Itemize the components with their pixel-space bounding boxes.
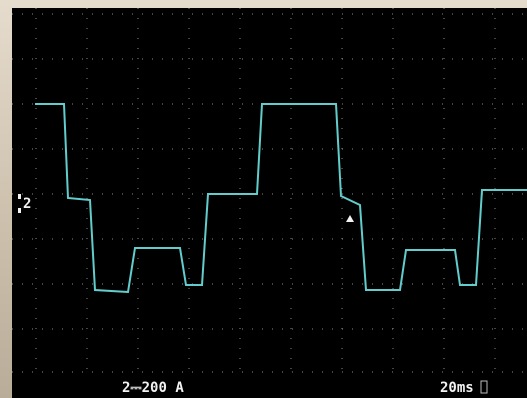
trigger-marker [346, 215, 354, 222]
trigger-icon [480, 380, 488, 394]
channel-bar [18, 194, 21, 199]
screen [12, 8, 527, 398]
channel-marker: 2 [23, 196, 31, 212]
channel-bar [18, 208, 21, 213]
timebase: 20ms [440, 380, 474, 396]
channel-scale: 2⎓200 A [122, 380, 184, 396]
waveform [35, 103, 527, 294]
